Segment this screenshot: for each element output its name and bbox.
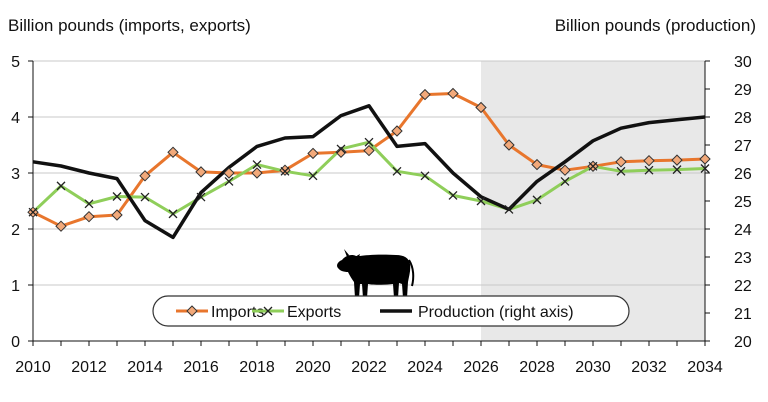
exports-point — [476, 196, 486, 206]
exports-point — [616, 166, 626, 176]
exports-point — [700, 164, 710, 173]
exports-point — [532, 195, 542, 205]
imports-point — [195, 166, 207, 178]
right-tick-label: 29 — [734, 82, 752, 99]
left-tick-label: 5 — [11, 54, 20, 71]
x-tick-label: 2012 — [71, 359, 107, 376]
exports-point — [308, 171, 318, 181]
cow-tail — [408, 259, 415, 287]
series-line-production — [32, 104, 706, 240]
cow-ear — [353, 254, 360, 260]
imports-point — [363, 144, 375, 157]
imports-point — [615, 156, 627, 168]
legend-label: Exports — [287, 304, 341, 321]
legend: Imports Exports Production (right axis) — [152, 295, 630, 327]
exports-point — [336, 144, 346, 154]
imports-point — [671, 154, 683, 166]
exports-point — [84, 199, 94, 209]
right-tick-label: 20 — [734, 334, 752, 351]
right-tick-label: 30 — [734, 54, 752, 71]
right-tick-label: 26 — [734, 166, 752, 183]
imports-point — [223, 167, 235, 179]
imports-point — [83, 210, 95, 223]
exports-point — [56, 181, 66, 191]
imports-point — [55, 220, 67, 232]
left-tick-label: 0 — [11, 334, 20, 351]
imports-point — [335, 146, 347, 158]
right-tick-label: 22 — [734, 278, 752, 295]
x-tick-label: 2020 — [295, 359, 331, 376]
exports-point — [644, 165, 654, 175]
legend-label: Imports — [211, 304, 264, 321]
right-tick-label: 28 — [734, 110, 752, 127]
imports-point — [419, 88, 431, 101]
left-tick-label: 4 — [11, 110, 20, 127]
exports-point — [140, 192, 150, 202]
right-axis-label: Billion pounds (production) — [554, 16, 756, 35]
exports-point — [28, 207, 38, 217]
right-tick-label: 23 — [734, 250, 752, 267]
exports-point — [112, 192, 122, 201]
legend-marker — [186, 305, 198, 317]
left-tick-label: 1 — [11, 278, 20, 295]
exports-point — [588, 161, 598, 171]
cow-icon — [337, 249, 415, 298]
x-tick-label: 2010 — [15, 359, 51, 376]
right-tick-label: 27 — [734, 138, 752, 155]
imports-point — [167, 146, 179, 158]
right-tick-label: 25 — [734, 194, 752, 211]
imports-point — [139, 170, 151, 182]
legend-marker — [263, 306, 273, 316]
imports-point — [531, 158, 543, 171]
x-tick-label: 2026 — [463, 359, 499, 376]
x-tick-label: 2022 — [351, 359, 387, 376]
left-tick-label: 2 — [11, 222, 20, 239]
exports-point — [420, 171, 430, 181]
right-tick-label: 21 — [734, 306, 752, 323]
x-tick-label: 2014 — [127, 359, 163, 376]
cow-body — [337, 254, 411, 298]
exports-point — [224, 176, 234, 186]
x-tick-label: 2030 — [575, 359, 611, 376]
imports-point — [503, 139, 515, 151]
imports-point — [475, 101, 487, 114]
exports-point — [252, 160, 262, 170]
right-tick-label: 24 — [734, 222, 752, 239]
exports-point — [168, 209, 178, 219]
exports-point — [364, 137, 374, 147]
exports-point — [392, 166, 402, 176]
imports-point — [307, 147, 319, 160]
imports-point — [699, 153, 711, 165]
exports-point — [560, 176, 570, 186]
left-axis-label: Billion pounds (imports, exports) — [8, 16, 251, 35]
imports-point — [111, 209, 123, 221]
exports-point — [448, 190, 458, 200]
x-tick-label: 2018 — [239, 359, 275, 376]
x-tick-label: 2028 — [519, 359, 555, 376]
exports-point — [504, 204, 514, 214]
x-tick-label: 2034 — [687, 359, 723, 376]
exports-point — [672, 165, 682, 175]
x-tick-label: 2024 — [407, 359, 443, 376]
imports-point — [643, 154, 655, 167]
left-tick-label: 3 — [11, 166, 20, 183]
x-tick-label: 2016 — [183, 359, 219, 376]
imports-point — [447, 87, 459, 100]
exports-point — [280, 166, 290, 176]
x-tick-label: 2032 — [631, 359, 667, 376]
imports-point — [251, 167, 263, 179]
exports-point — [196, 192, 206, 202]
cow-horn — [344, 249, 349, 257]
imports-point — [559, 164, 571, 176]
imports-point — [391, 125, 403, 137]
legend-label: Production (right axis) — [418, 304, 574, 321]
